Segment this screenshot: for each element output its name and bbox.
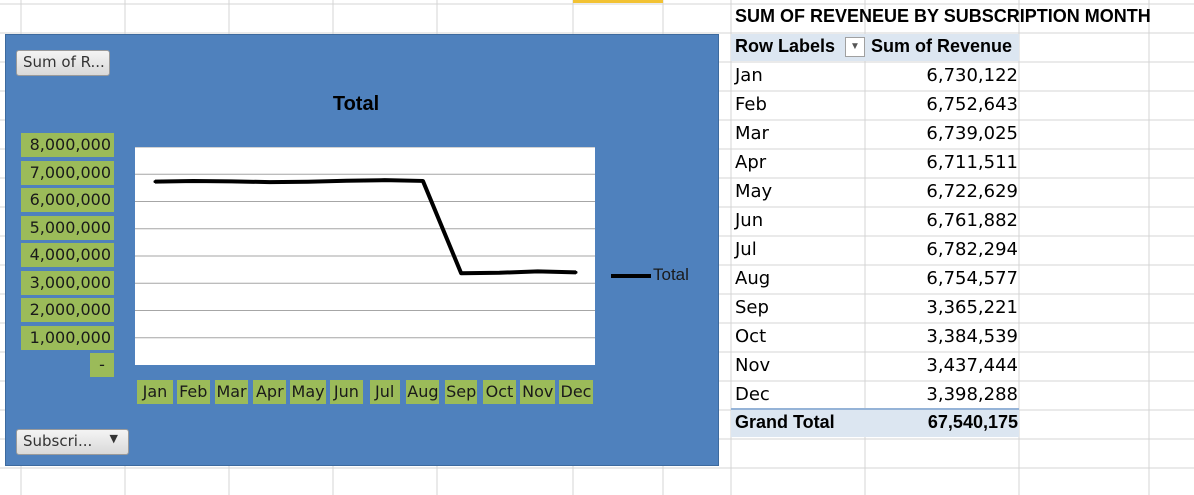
grand-total-value: 67,540,175 xyxy=(927,412,1018,432)
y-tick-label: 1,000,000 xyxy=(21,325,114,350)
pivot-row-label[interactable]: Oct xyxy=(735,326,767,347)
legend-label: Total xyxy=(653,265,689,284)
pivot-row-label[interactable]: Aug xyxy=(735,268,771,289)
pivot-row-value[interactable]: 6,730,122 xyxy=(926,65,1018,86)
pivot-row-value[interactable]: 6,782,294 xyxy=(926,239,1018,260)
pivot-row-label[interactable]: Feb xyxy=(735,94,767,115)
row-labels-header: Row Labels xyxy=(735,36,836,56)
value-field-button[interactable]: Sum of R... xyxy=(16,50,110,76)
row-labels-filter-button[interactable]: ▼ xyxy=(845,37,865,57)
legend: Total xyxy=(611,265,689,285)
y-tick-label: 4,000,000 xyxy=(21,243,114,267)
pivot-row-value[interactable]: 6,761,882 xyxy=(926,210,1018,231)
pivot-title: SUM OF REVENEUE BY SUBSCRIPTION MONTH xyxy=(735,6,1151,26)
x-tick-label: Jun xyxy=(329,380,363,404)
x-tick-label: Apr xyxy=(253,380,287,404)
y-tick-label: 6,000,000 xyxy=(21,188,114,212)
row-field-label: Subscri... xyxy=(23,432,93,450)
row-field-button[interactable]: Subscri... ▼ xyxy=(16,429,129,455)
pivot-row-label[interactable]: Jun xyxy=(735,210,764,231)
x-tick-label: Jan xyxy=(137,380,173,404)
plot-area xyxy=(135,146,595,365)
pivot-row-value[interactable]: 3,398,288 xyxy=(926,384,1018,405)
data-point xyxy=(230,179,234,183)
data-point xyxy=(421,179,425,183)
y-tick-label: 3,000,000 xyxy=(21,270,114,295)
grand-total-row xyxy=(731,408,1019,437)
data-point xyxy=(306,180,310,184)
data-point xyxy=(153,180,157,184)
pivot-row-value[interactable]: 6,754,577 xyxy=(926,268,1018,289)
x-tick-label: Jul xyxy=(369,380,400,404)
y-tick-label: 5,000,000 xyxy=(21,215,114,240)
data-point xyxy=(459,271,463,275)
grand-total-label: Grand Total xyxy=(735,412,835,432)
value-field-label: Sum of R... xyxy=(23,53,105,71)
data-point xyxy=(383,178,387,182)
chevron-down-icon: ▼ xyxy=(850,41,860,52)
data-point xyxy=(536,269,540,273)
data-point xyxy=(344,179,348,183)
pivot-row-label[interactable]: Mar xyxy=(735,123,769,144)
y-tick-label: 8,000,000 xyxy=(21,133,114,157)
series-line-total xyxy=(154,178,577,276)
pivot-row-label[interactable]: Sep xyxy=(735,297,769,318)
pivot-row-value[interactable]: 6,722,629 xyxy=(926,181,1018,202)
pivot-row-value[interactable]: 6,711,511 xyxy=(926,152,1018,173)
pivot-chart[interactable]: Sum of R... Total 8,000,000 7,000,000 6,00… xyxy=(5,34,719,466)
data-point xyxy=(497,271,501,275)
x-tick-label: Nov xyxy=(520,380,556,404)
pivot-row-value[interactable]: 3,384,539 xyxy=(926,326,1018,347)
pivot-row-label[interactable]: May xyxy=(735,181,773,202)
chevron-down-icon: ▼ xyxy=(109,432,118,445)
pivot-row-label[interactable]: Jan xyxy=(735,65,763,86)
x-tick-label: Aug xyxy=(406,380,440,404)
y-tick-zero: - xyxy=(90,353,114,377)
pivot-row-value[interactable]: 6,752,643 xyxy=(926,94,1018,115)
data-point xyxy=(268,180,272,184)
pivot-row-value[interactable]: 6,739,025 xyxy=(926,123,1018,144)
data-point xyxy=(574,270,578,274)
x-tick-label: May xyxy=(290,380,327,404)
selected-cell-indicator xyxy=(573,0,663,3)
y-tick-label: 7,000,000 xyxy=(21,160,114,185)
pivot-row-value[interactable]: 3,437,444 xyxy=(926,355,1018,376)
pivot-row-label[interactable]: Apr xyxy=(735,152,767,173)
pivot-header-bg xyxy=(731,34,1019,61)
sum-of-revenue-header: Sum of Revenue xyxy=(871,36,1013,56)
pivot-row-label[interactable]: Jul xyxy=(735,239,757,260)
plot-svg xyxy=(135,146,595,339)
x-tick-label: Sep xyxy=(445,380,478,404)
x-tick-label: Feb xyxy=(176,380,210,404)
chart-title: Total xyxy=(332,93,380,115)
legend-line-icon xyxy=(611,273,651,278)
y-tick-label: 2,000,000 xyxy=(21,298,114,322)
x-tick-label: Oct xyxy=(482,380,516,404)
x-tick-label: Dec xyxy=(559,380,593,404)
pivot-row-label[interactable]: Nov xyxy=(735,355,771,376)
pivot-row-value[interactable]: 3,365,221 xyxy=(926,297,1018,318)
pivot-row-label[interactable]: Dec xyxy=(735,384,770,405)
x-tick-label: Mar xyxy=(215,380,249,404)
data-point xyxy=(191,179,195,183)
